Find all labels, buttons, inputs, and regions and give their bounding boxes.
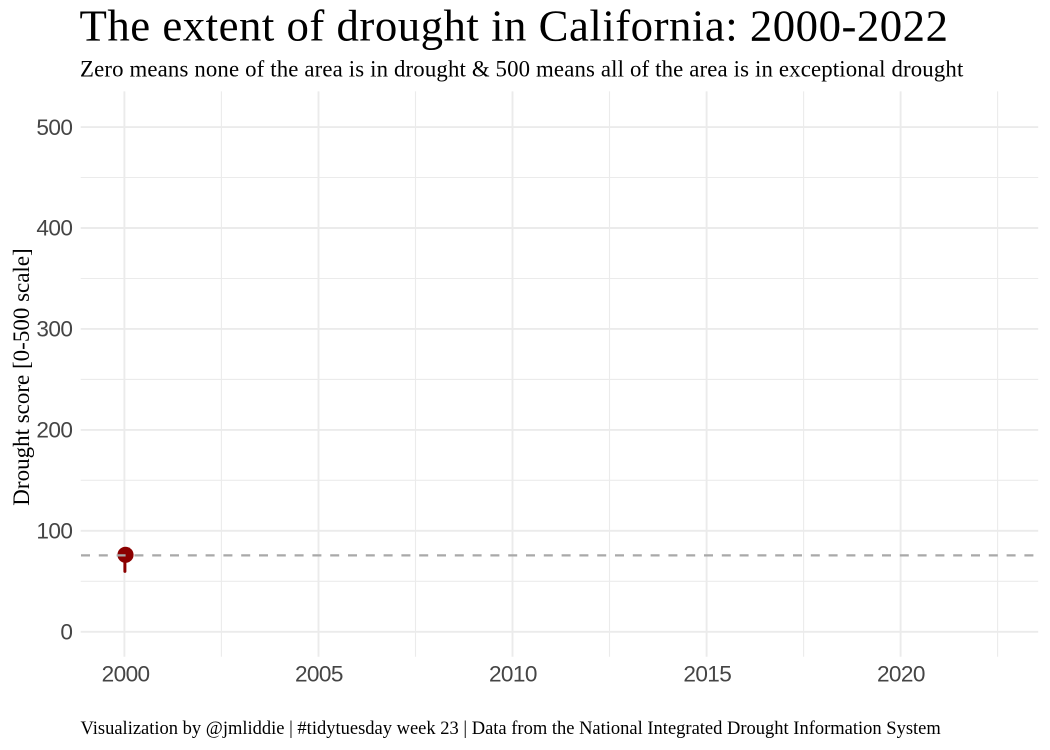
svg-text:400: 400 — [36, 216, 72, 241]
svg-text:Zero means none of the area is: Zero means none of the area is in drough… — [80, 57, 964, 82]
svg-text:The extent of drought in Calif: The extent of drought in California: 200… — [80, 1, 949, 51]
svg-text:2015: 2015 — [683, 662, 731, 687]
svg-text:100: 100 — [36, 519, 72, 544]
svg-text:300: 300 — [36, 317, 72, 342]
svg-text:500: 500 — [36, 115, 72, 140]
svg-text:Drought score [0-500 scale]: Drought score [0-500 scale] — [9, 248, 34, 505]
svg-text:2005: 2005 — [295, 662, 343, 687]
svg-text:2000: 2000 — [102, 662, 150, 687]
svg-text:0: 0 — [60, 620, 72, 645]
svg-text:200: 200 — [36, 418, 72, 443]
svg-text:2020: 2020 — [877, 662, 925, 687]
svg-text:Visualization by @jmliddie | #: Visualization by @jmliddie | #tidytuesda… — [81, 719, 942, 739]
svg-text:2010: 2010 — [489, 662, 537, 687]
